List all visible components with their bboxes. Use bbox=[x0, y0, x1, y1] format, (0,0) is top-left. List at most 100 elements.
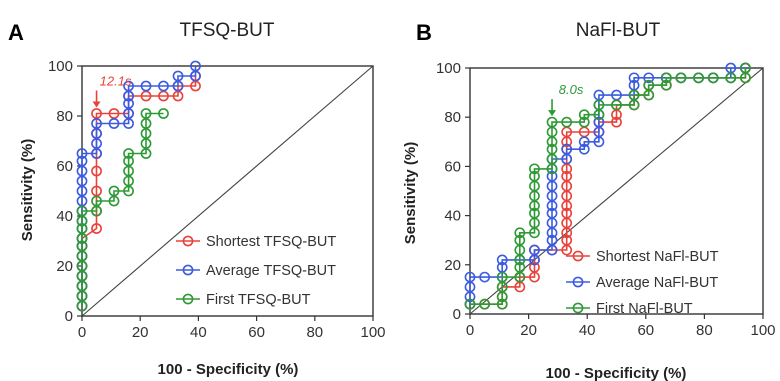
data-point-average-a bbox=[76, 155, 88, 167]
data-point-average-b bbox=[561, 143, 573, 155]
legend-swatch-marker-first-a bbox=[182, 293, 194, 305]
data-point-shortest-b bbox=[561, 207, 573, 219]
legend-swatch-marker-average-a bbox=[182, 264, 194, 276]
data-point-first-b bbox=[561, 116, 573, 128]
data-point-average-b bbox=[578, 136, 590, 148]
x-tick-label-a: 40 bbox=[190, 324, 207, 341]
data-point-shortest-a bbox=[108, 108, 120, 119]
legend-label-average-b: Average NaFl-BUT bbox=[596, 275, 718, 291]
panel-a-letter: A bbox=[8, 20, 24, 45]
data-point-first-b bbox=[529, 163, 540, 175]
x-tick-label-a: 20 bbox=[132, 324, 149, 341]
x-tick-label-b: 60 bbox=[637, 322, 654, 339]
series-line-first-a bbox=[81, 112, 164, 306]
panel-b-plot: 0 20 40 60 80 100 0 20 40 60 80 100 8.0s Shortest NaF… bbox=[436, 60, 776, 339]
data-point-average-b bbox=[496, 254, 508, 266]
data-point-first-a bbox=[91, 195, 102, 207]
panel-a-plot: 0 20 40 60 80 100 0 20 40 60 80 100 12.1s Shortest TF… bbox=[48, 58, 386, 341]
data-point-first-b bbox=[546, 116, 558, 128]
data-point-shortest-a bbox=[91, 223, 102, 234]
data-point-average-b bbox=[546, 170, 558, 182]
data-point-shortest-a bbox=[158, 90, 169, 102]
data-point-first-a bbox=[76, 223, 88, 234]
y-tick-label-b: 80 bbox=[444, 109, 461, 126]
data-point-first-a bbox=[123, 148, 134, 159]
data-point-shortest-a bbox=[91, 108, 102, 119]
y-tick-label-a: 0 bbox=[65, 308, 73, 325]
y-tick-label-b: 100 bbox=[436, 60, 461, 77]
data-point-average-a bbox=[108, 118, 120, 129]
y-tick-label-b: 60 bbox=[444, 158, 461, 175]
legend-swatch-marker-shortest-b bbox=[572, 250, 584, 262]
data-point-shortest-b bbox=[529, 261, 540, 273]
data-point-first-b bbox=[496, 298, 508, 310]
legend-swatch-marker-first-b bbox=[572, 302, 584, 314]
data-point-shortest-b bbox=[611, 116, 622, 128]
y-tick-label-a: 40 bbox=[56, 208, 73, 225]
x-tick-label-b: 0 bbox=[466, 322, 474, 339]
data-point-first-b bbox=[514, 234, 526, 246]
legend-label-shortest-a: Shortest TFSQ-BUT bbox=[206, 234, 336, 250]
data-point-first-b bbox=[643, 79, 655, 91]
data-point-average-a bbox=[123, 80, 134, 92]
panel-a-xlabel: 100 - Specificity (%) bbox=[158, 361, 299, 378]
x-tick-label-a: 60 bbox=[248, 324, 265, 341]
data-point-shortest-a bbox=[91, 185, 102, 197]
x-tick-label-b: 20 bbox=[520, 322, 537, 339]
data-point-average-b bbox=[593, 116, 605, 128]
data-point-first-a bbox=[108, 185, 120, 197]
data-point-average-a bbox=[123, 90, 134, 102]
data-point-average-a bbox=[76, 148, 88, 159]
data-point-average-a bbox=[190, 60, 201, 72]
x-tick-label-a: 0 bbox=[78, 324, 86, 341]
data-point-first-b bbox=[675, 72, 687, 84]
x-tick-label-a: 100 bbox=[360, 324, 385, 341]
data-point-first-b bbox=[546, 143, 558, 155]
cutoff-annotation-b: 8.0s bbox=[559, 82, 584, 97]
data-point-shortest-a bbox=[172, 90, 184, 102]
data-point-first-b bbox=[660, 79, 672, 91]
data-point-first-b bbox=[707, 72, 719, 84]
series-line-average-b bbox=[469, 67, 746, 305]
data-point-average-b bbox=[643, 72, 655, 84]
data-point-average-a bbox=[158, 80, 169, 92]
data-point-average-a bbox=[172, 80, 184, 92]
data-point-first-a bbox=[140, 118, 152, 129]
y-tick-label-b: 20 bbox=[444, 257, 461, 274]
data-point-first-a bbox=[140, 108, 152, 119]
legend-label-shortest-b: Shortest NaFl-BUT bbox=[596, 249, 719, 265]
cutoff-arrow-head-b bbox=[548, 110, 557, 117]
data-point-first-b bbox=[693, 72, 704, 84]
x-tick-label-a: 80 bbox=[306, 324, 323, 341]
legend-label-average-a: Average TFSQ-BUT bbox=[206, 263, 336, 279]
plot-frame-b bbox=[469, 67, 764, 315]
y-tick-label-a: 80 bbox=[56, 108, 73, 125]
data-point-shortest-a bbox=[190, 80, 201, 92]
legend-swatch-marker-shortest-a bbox=[182, 235, 194, 247]
data-point-shortest-a bbox=[91, 165, 102, 177]
data-point-average-a bbox=[91, 118, 102, 129]
data-point-average-a bbox=[123, 98, 134, 109]
cutoff-arrow-head-a bbox=[92, 101, 101, 108]
data-point-first-a bbox=[123, 155, 134, 167]
data-point-average-b bbox=[529, 244, 540, 256]
data-point-average-a bbox=[172, 70, 184, 82]
data-point-first-a bbox=[158, 108, 169, 119]
data-point-first-a bbox=[76, 205, 88, 217]
data-point-average-a bbox=[140, 80, 152, 92]
data-point-first-b bbox=[611, 99, 622, 111]
data-point-average-b bbox=[464, 271, 476, 283]
data-point-first-b bbox=[464, 298, 476, 310]
data-point-first-b bbox=[514, 227, 526, 239]
data-point-first-b bbox=[496, 271, 508, 283]
data-point-average-b bbox=[546, 234, 558, 246]
y-tick-label-a: 100 bbox=[48, 58, 73, 75]
panel-b-letter: B bbox=[416, 20, 432, 45]
panel-a-ylabel: Sensitivity (%) bbox=[19, 139, 36, 242]
data-point-first-b bbox=[628, 89, 640, 101]
y-tick-label-b: 40 bbox=[444, 208, 461, 225]
data-point-average-b bbox=[546, 207, 558, 219]
legend-swatch-marker-average-b bbox=[572, 276, 584, 288]
panel-b-title: NaFl-BUT bbox=[576, 20, 661, 41]
data-point-average-b bbox=[479, 271, 491, 283]
